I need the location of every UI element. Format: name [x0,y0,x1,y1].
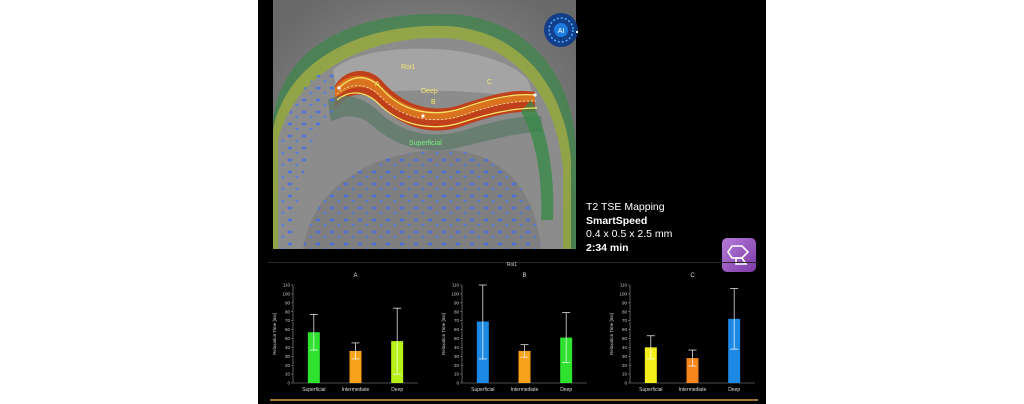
image-viewer[interactable]: Roi1 A Deep B C Superficial AI T2 TSE Ma… [258,0,766,404]
point-b-label: B [431,99,436,106]
chart-title: B [522,273,526,279]
y-tick-label: 40 [454,345,460,350]
resolution: 0.4 x 0.5 x 2.5 mm [586,228,673,240]
y-tick-label: 40 [622,345,628,350]
y-tick-label: 0 [624,381,627,386]
knee-t2-map-image[interactable]: Roi1 A Deep B C Superficial [273,0,576,249]
superficial-layer-label: Superficial [409,140,442,147]
scan-duration: 2:34 min [586,241,629,254]
chart-panel-title: Roi1 [506,262,518,268]
y-tick-label: 80 [622,309,628,314]
technique-name: SmartSpeed [586,214,648,227]
y-tick-label: 20 [622,363,628,368]
y-tick-label: 40 [285,345,291,350]
category-label: Intermediate [342,387,370,393]
chart-title: C [690,273,695,279]
y-tick-label: 30 [454,354,460,359]
category-label: Intermediate [511,387,539,393]
y-tick-label: 110 [283,283,291,288]
marker-dot [576,31,578,33]
y-tick-label: 0 [456,381,459,386]
category-label: Intermediate [679,387,707,393]
scan-info: T2 TSE Mapping SmartSpeed 0.4 x 0.5 x 2.… [586,201,672,255]
y-tick-label: 90 [454,300,460,305]
point-a-label: A [375,81,380,88]
bottom-accent-line [270,399,758,401]
bar [307,332,320,383]
category-label: Superficial [471,387,494,393]
y-tick-label: 100 [282,292,290,297]
y-tick-label: 110 [452,283,460,288]
y-tick-label: 100 [619,292,627,297]
category-label: Superficial [639,387,662,393]
y-tick-label: 70 [454,318,460,323]
y-tick-label: 70 [622,318,628,323]
panel-divider [268,262,758,263]
y-tick-label: 20 [285,363,291,368]
y-tick-label: 90 [285,300,291,305]
category-label: Superficial [302,387,325,393]
y-tick-label: 50 [454,336,460,341]
bar [644,347,657,383]
y-tick-label: 110 [620,283,628,288]
y-tick-label: 50 [285,336,291,341]
y-tick-label: 20 [454,363,460,368]
y-axis-label: Relaxation Time [ms] [609,313,614,355]
y-tick-label: 90 [622,300,628,305]
relaxation-time-charts: A Relaxation Time [ms] 0 10 20 30 40 50 60 70 80 90… [272,273,755,393]
roi-label-overlay: Roi1 [401,64,416,71]
y-tick-label: 100 [451,292,459,297]
category-label: Deep [560,387,572,393]
y-tick-label: 10 [622,372,628,377]
brain-scan-icon[interactable]: AI [541,10,581,50]
y-tick-label: 70 [285,318,291,323]
sequence-name: T2 TSE Mapping [586,201,665,213]
y-tick-label: 50 [622,336,628,341]
y-tick-label: 80 [285,309,291,314]
bar [728,318,741,383]
y-axis-label: Relaxation Time [ms] [441,313,446,355]
y-tick-label: 60 [622,327,628,332]
category-label: Deep [728,387,740,393]
category-label: Deep [391,387,403,393]
y-tick-label: 10 [285,372,291,377]
y-tick-label: 30 [285,354,291,359]
bar [686,358,699,383]
app-icon-label: AI [558,28,565,35]
y-tick-label: 30 [622,354,628,359]
y-tick-label: 0 [287,381,290,386]
deep-layer-label: Deep [421,88,438,95]
y-tick-label: 10 [454,372,460,377]
chart-title: A [353,273,357,279]
y-axis-label: Relaxation Time [ms] [272,313,277,355]
bar [518,350,531,383]
point-c-label: C [487,79,492,86]
y-tick-label: 60 [454,327,460,332]
y-tick-label: 60 [285,327,291,332]
smartspeed-logo-icon[interactable] [722,238,756,272]
y-tick-label: 80 [454,309,460,314]
